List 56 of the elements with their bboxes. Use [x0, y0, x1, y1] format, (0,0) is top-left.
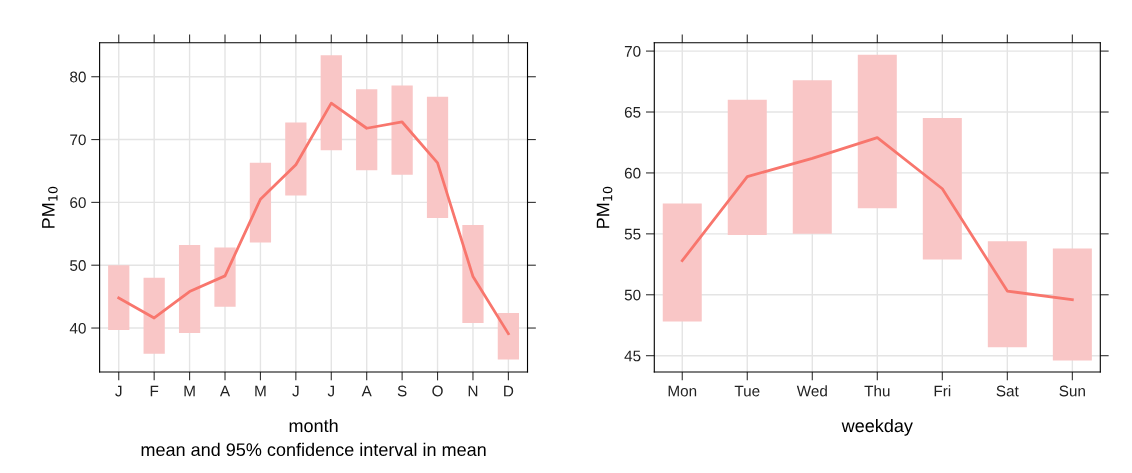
- bar: [792, 80, 832, 234]
- x-tick-label: O: [432, 385, 443, 397]
- y-axis-title: PM$_{10}$: [42, 186, 58, 228]
- x-tick-label: D: [504, 385, 514, 397]
- bar: [987, 241, 1027, 348]
- y-tick-label: 60: [624, 167, 641, 179]
- bar: [662, 203, 702, 322]
- y-tick-label: 50: [70, 260, 86, 271]
- bar: [214, 247, 236, 307]
- line-series: [680, 136, 1074, 302]
- x-tick-label: Sat: [996, 385, 1019, 397]
- x-tick-label: N: [468, 385, 478, 397]
- x-tick-label: M: [184, 385, 195, 397]
- x-tick-label: F: [150, 385, 159, 397]
- y-tick-label: 70: [624, 45, 641, 57]
- y-tick-label: 50: [624, 289, 641, 301]
- text: mean and 95% confidence interval in mean: [141, 442, 486, 457]
- x-tick-label: Tue: [734, 385, 760, 397]
- x-tick-label: S: [397, 385, 407, 397]
- bar: [391, 85, 413, 175]
- x-tick-label: J: [115, 385, 122, 397]
- x-tick-label: J: [327, 385, 334, 397]
- y-tick-label: 40: [69, 322, 86, 334]
- bar: [249, 162, 272, 243]
- x-tick-label: M: [255, 385, 266, 397]
- x-tick-label: Mon: [668, 385, 697, 397]
- x-tick-label: J: [292, 385, 299, 397]
- x-tick-label: Sun: [1059, 385, 1085, 397]
- bar: [727, 99, 767, 236]
- line-series: [117, 101, 510, 336]
- bar: [462, 225, 484, 324]
- bar: [320, 55, 342, 151]
- x-tick-label: A: [361, 385, 372, 397]
- bar: [285, 122, 307, 196]
- y-axis-title: PM$_{10}$: [596, 186, 613, 228]
- y-tick-label: 60: [70, 197, 86, 209]
- bar: [922, 118, 962, 260]
- x-tick-label: Wed: [796, 385, 827, 397]
- y-tick-label: 45: [624, 350, 641, 362]
- x-tick-label: A: [219, 385, 231, 397]
- y-tick-label: 55: [624, 228, 641, 240]
- x-tick-label: Thu: [864, 385, 890, 397]
- x-axis-title: weekday: [841, 418, 913, 436]
- x-axis-title: month: [289, 418, 338, 433]
- y-tick-label: 80: [70, 71, 86, 83]
- bar: [143, 277, 165, 354]
- y-tick-label: 65: [624, 106, 641, 118]
- bar: [108, 265, 130, 330]
- bar: [1052, 248, 1092, 361]
- bar: [857, 54, 897, 209]
- bar: [178, 245, 201, 334]
- y-tick-label: 70: [70, 134, 86, 146]
- bar: [426, 96, 449, 219]
- bar: [497, 312, 520, 360]
- x-tick-label: Fri: [934, 385, 951, 397]
- bar: [356, 89, 378, 171]
